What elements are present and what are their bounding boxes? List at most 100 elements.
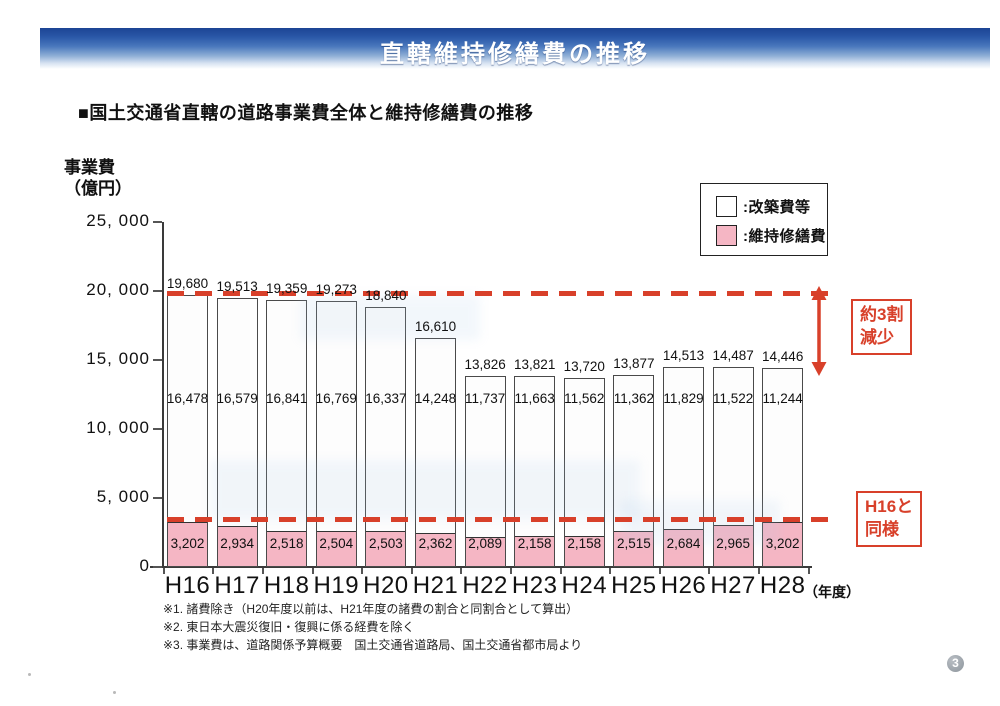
x-axis-label-H19: H19 [313,572,360,599]
y-tick-label-10000: 10, 000 [86,418,150,437]
bar-kaichiku-label-H17: 16,579 [216,391,258,406]
y-axis-tick [153,221,162,223]
bar-maintenance-label-H17: 2,934 [220,536,254,551]
reference-line-19680 [167,291,831,296]
x-axis-tick [410,568,413,574]
bar-total-label-H23: 13,821 [514,357,556,373]
bar-H19 [315,301,357,567]
x-axis-label-H24: H24 [561,572,608,599]
bar-H23 [514,376,556,567]
maintenance-segment-H23 [515,536,555,566]
x-axis-label-H18: H18 [263,572,310,599]
x-axis-line [150,566,812,568]
bar-H28 [762,367,804,567]
legend-item-kaichiku: :改築費等 [716,193,827,219]
y-tick-label-0: 0 [139,556,150,575]
x-axis-label-H21: H21 [412,572,459,599]
bar-maintenance-label-H27: 2,965 [716,536,750,551]
maintenance-segment-H28 [763,521,803,566]
maintenance-segment-H22 [465,537,505,566]
y-axis-tick [153,428,162,430]
maintenance-segment-H21 [416,533,455,566]
y-tick-label-5000: 5, 000 [96,487,150,506]
x-axis-tick [807,568,810,574]
footnote-1: ※1. 諸費除き（H20年度以前は、H21年度の諸費の割合と同割合として算出） [163,602,579,616]
x-axis-tick [559,568,562,574]
legend-item-maintenance: :維持修繕費 [716,222,827,248]
x-axis-tick [212,568,215,574]
y-axis-tick [153,566,162,568]
bar-kaichiku-label-H19: 16,769 [315,391,357,406]
same-as-h16-annotation-box: H16と 同様 [856,491,923,547]
bar-total-label-H22: 13,826 [464,357,506,373]
maintenance-segment-H26 [664,528,703,566]
y-axis-tick [153,359,162,361]
decrease-annotation-box: 約3割 減少 [851,299,913,355]
x-axis-label-H25: H25 [611,572,657,599]
bar-H18 [266,299,308,567]
maintenance-segment-H18 [267,531,307,566]
x-axis-tick [162,568,165,574]
bar-total-label-H25: 13,877 [613,356,655,372]
bar-kaichiku-label-H23: 11,663 [514,391,555,406]
decrease-annotation-line1: 約3割 [860,305,904,324]
x-axis-label-H23: H23 [511,572,558,599]
scan-speck [113,691,116,694]
x-axis-tick [361,568,364,574]
y-tick-label-20000: 20, 000 [86,280,150,299]
chart-subtitle: ■国土交通省直轄の道路事業費全体と維持修繕費の推移 [78,103,534,123]
same-as-h16-line2: 同様 [865,519,899,539]
bar-total-label-H16: 19,680 [166,276,209,292]
bar-maintenance-label-H23: 2,158 [517,536,552,551]
x-axis-tick [311,568,314,574]
x-axis-label-H22: H22 [462,572,508,599]
bar-maintenance-label-H20: 2,503 [368,536,403,551]
footnote-3: ※3. 事業費は、道路関係予算概要 国土交通省道路局、国土交通省都市局より [163,638,583,652]
decrease-arrow-icon [811,286,827,376]
bar-total-label-H18: 19,359 [266,280,308,296]
y-axis-title-line2: （億円） [64,179,132,199]
maintenance-segment-H24 [564,536,604,566]
bar-kaichiku-label-H27: 11,522 [712,391,754,406]
maintenance-segment-H16 [168,521,207,566]
y-axis-tick [153,290,162,292]
bar-H21 [415,337,456,567]
title-band: 直轄維持修繕費の推移 [40,28,990,69]
bar-total-label-H17: 19,513 [216,278,258,294]
x-axis-tick [509,568,512,574]
bar-kaichiku-label-H22: 11,737 [464,391,506,406]
bar-total-label-H27: 14,487 [712,348,754,364]
bar-H25 [613,375,655,567]
maintenance-segment-H20 [366,531,406,566]
bar-maintenance-label-H28: 3,202 [765,536,800,551]
bar-total-label-H28: 14,446 [762,348,804,364]
y-axis-line [162,222,164,567]
bar-kaichiku-label-H25: 11,362 [613,391,655,406]
page-title: 直轄維持修繕費の推移 [380,41,650,68]
bar-total-label-H26: 14,513 [662,347,705,363]
legend: :改築費等 :維持修繕費 [700,183,828,256]
bar-maintenance-label-H24: 2,158 [567,536,602,551]
kaichiku-swatch-icon [716,195,737,217]
x-axis-label-H20: H20 [363,572,409,599]
same-as-h16-line1: H16と [865,497,914,516]
x-axis-tick [658,568,661,574]
scan-speck [28,673,31,676]
x-axis-tick [757,568,760,574]
page-number-badge: 3 [947,655,964,672]
bar-maintenance-label-H19: 2,504 [319,536,354,551]
bar-maintenance-label-H25: 2,515 [616,536,651,551]
maintenance-segment-H27 [713,525,753,566]
bar-maintenance-label-H22: 2,089 [468,536,502,551]
y-tick-label-25000: 25, 000 [86,211,150,230]
bar-H17 [216,297,258,567]
legend-label-kaichiku: :改築費等 [743,198,811,216]
y-axis-title: 事業費 （億円） [64,157,132,200]
bar-total-label-H20: 18,840 [365,288,407,303]
bar-total-label-H24: 13,720 [563,358,605,374]
bar-H24 [563,377,605,567]
bar-H22 [464,376,506,567]
x-axis-tick [261,568,264,574]
decrease-annotation-line2: 減少 [860,327,894,347]
bar-kaichiku-label-H20: 16,337 [365,391,407,406]
